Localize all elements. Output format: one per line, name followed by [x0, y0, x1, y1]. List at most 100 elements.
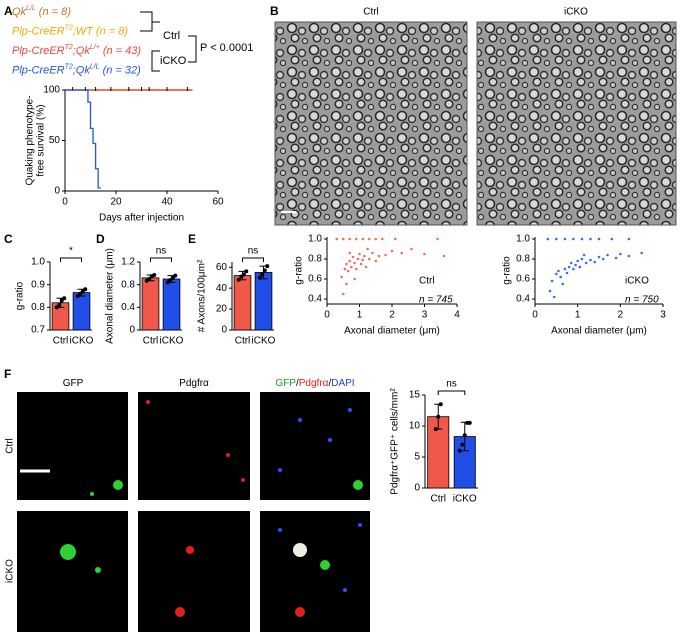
scatter-point: [619, 252, 622, 256]
y-tick-label: 0.4: [121, 302, 135, 313]
scatter-point: [341, 237, 345, 241]
series-label: Ctrl: [419, 276, 435, 287]
x-tick-label: iCKO: [70, 336, 94, 347]
data-point: [152, 273, 157, 278]
y-axis-label: Axonal diameter (μm): [105, 248, 116, 344]
name-part: Qk: [12, 6, 27, 18]
scatter-point: [555, 237, 558, 241]
scatter-point: [353, 277, 356, 281]
y-tick-label: 60: [216, 262, 228, 273]
superscript: T2: [65, 44, 73, 51]
scatter-point: [597, 255, 601, 259]
x-tick-label: 0: [62, 197, 68, 208]
y-tick-label: 1.0: [516, 234, 530, 245]
scatter-point: [576, 259, 579, 263]
scatter-point: [350, 265, 353, 269]
column-label: GFP/Pdgfrα/DAPI: [275, 378, 354, 389]
scatter-point: [348, 237, 352, 241]
survival-curve: [65, 89, 101, 189]
column-label: GFP: [63, 378, 84, 389]
y-tick-label: 0.6: [308, 274, 322, 285]
scatter-point: [436, 237, 439, 241]
scatter-point: [442, 254, 446, 258]
superscript: T2: [65, 25, 73, 32]
scatter-point: [627, 237, 631, 241]
x-tick-label: 4: [454, 310, 460, 321]
scatter-point: [557, 269, 560, 273]
data-point: [236, 277, 241, 282]
scatter-point: [374, 259, 378, 263]
scatter-point: [374, 237, 378, 241]
scatter-point: [589, 237, 592, 241]
y-tick-label: 0.6: [516, 274, 530, 285]
x-tick-label: Ctrl: [143, 336, 159, 347]
bar: [141, 277, 160, 331]
scatter-point: [548, 289, 552, 293]
legend-entry: Plp-CreERT2;QkL/L (n = 32): [12, 64, 141, 77]
y-tick-label: 10: [409, 421, 421, 432]
x-tick-label: 60: [212, 197, 224, 208]
scatter-point: [569, 261, 573, 265]
y-tick-label: 0.8: [308, 254, 322, 265]
significance-label: ns: [446, 379, 457, 390]
scatter-point: [363, 254, 366, 258]
label-part: /: [328, 378, 331, 389]
scatter-point: [377, 254, 381, 258]
bar: [72, 292, 91, 331]
bracket: [151, 50, 160, 72]
y-tick-label: 15: [409, 390, 421, 401]
x-tick-label: 20: [110, 197, 122, 208]
scatter-point: [354, 237, 358, 241]
series-label: iCKO: [625, 276, 649, 287]
data-point: [147, 277, 152, 281]
scatter-point: [341, 292, 345, 296]
data-point: [62, 296, 67, 301]
n-label: (n = 43): [103, 45, 142, 57]
data-point: [262, 268, 267, 273]
y-tick-label: 40: [216, 283, 228, 294]
name-part: ;WT: [73, 25, 94, 37]
n-label: n = 745: [419, 295, 453, 306]
superscript: L/L: [26, 5, 36, 12]
scatter-point: [356, 257, 360, 261]
scatter-point: [366, 247, 369, 251]
data-point: [57, 303, 62, 308]
label-part: /: [296, 378, 299, 389]
panel-label: B: [270, 4, 279, 18]
x-tick-label: Ctrl: [430, 494, 446, 505]
data-point: [457, 448, 462, 453]
y-axis-label: g-ratio: [15, 281, 26, 310]
y-tick-label: 0.8: [31, 302, 45, 313]
em-image: [274, 21, 468, 226]
scatter-point: [343, 267, 347, 271]
scatter-point: [340, 275, 343, 279]
n-label: (n = 8): [96, 25, 128, 37]
scatter-point: [364, 265, 368, 269]
label-part: Pdgfrα: [179, 378, 209, 389]
superscript: T2: [65, 64, 73, 71]
scatter-point: [371, 251, 374, 255]
x-axis-label: Days after injection: [99, 213, 184, 224]
scatter-point: [627, 254, 631, 258]
x-tick-label: iCKO: [252, 336, 276, 347]
scatter-point: [361, 237, 365, 241]
significance-label: *: [69, 246, 73, 257]
y-tick-label: 0.8: [516, 254, 530, 265]
scatter-point: [565, 271, 569, 275]
y-tick-label: 20: [216, 304, 228, 315]
y-tick-label: 0: [129, 325, 135, 336]
x-tick-label: iCKO: [453, 494, 477, 505]
significance-label: ns: [248, 246, 259, 257]
y-axis-label: g-ratio: [294, 256, 305, 285]
x-tick-label: 1: [357, 310, 363, 321]
scatter-point: [578, 265, 582, 269]
name-part: ;Qk: [73, 45, 91, 57]
scatter-point: [335, 237, 339, 241]
x-axis-label: Axonal diameter (μm): [344, 326, 440, 337]
significance-bracket: [437, 390, 466, 395]
y-tick-label: 1.0: [308, 234, 322, 245]
scatter-point: [559, 275, 562, 279]
data-point: [244, 269, 249, 274]
scatter-point: [589, 258, 592, 262]
